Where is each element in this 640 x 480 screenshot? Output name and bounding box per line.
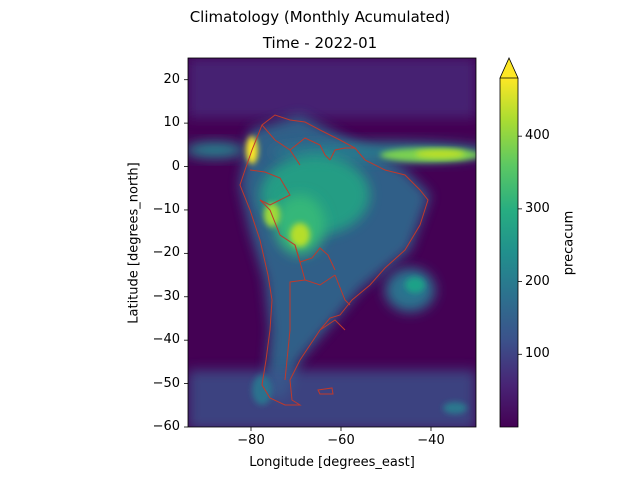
colorbar-gradient: [500, 78, 518, 427]
tick-marks: [184, 79, 432, 431]
colorbar-tick-label: 200: [525, 273, 550, 289]
precip-field: [188, 58, 476, 427]
colorbar-label: precacum: [561, 210, 577, 276]
x-tick-label: −60: [327, 433, 355, 448]
plot-frame: [187, 57, 477, 428]
y-tick-label: −40: [152, 332, 180, 348]
x-tick-label: −40: [417, 433, 445, 448]
y-tick-label: −10: [152, 201, 180, 217]
colorbar: [499, 57, 522, 428]
chart-subtitle: Time - 2022-01: [262, 34, 378, 52]
y-tick-label: −50: [152, 375, 180, 391]
y-tick-label: 10: [163, 115, 180, 131]
x-axis-label: Longitude [degrees_east]: [249, 455, 415, 470]
colorbar-extend-arrow: [499, 57, 519, 79]
colorbar-tick-label: 300: [525, 200, 550, 216]
colorbar-tick-label: 400: [525, 128, 550, 144]
y-tick-label: −20: [152, 245, 180, 261]
y-tick-label: 20: [163, 71, 180, 87]
x-tick-label: −80: [237, 433, 265, 448]
y-tick-label: −60: [152, 419, 180, 434]
country-borders: [239, 114, 429, 406]
chart-title: Climatology (Monthly Acumulated): [189, 8, 451, 26]
y-tick-label: −30: [152, 288, 180, 304]
y-tick-label: 0: [171, 158, 180, 174]
y-axis-label: Latitude [degrees_north]: [126, 162, 142, 324]
colorbar-tick-label: 100: [525, 346, 550, 362]
